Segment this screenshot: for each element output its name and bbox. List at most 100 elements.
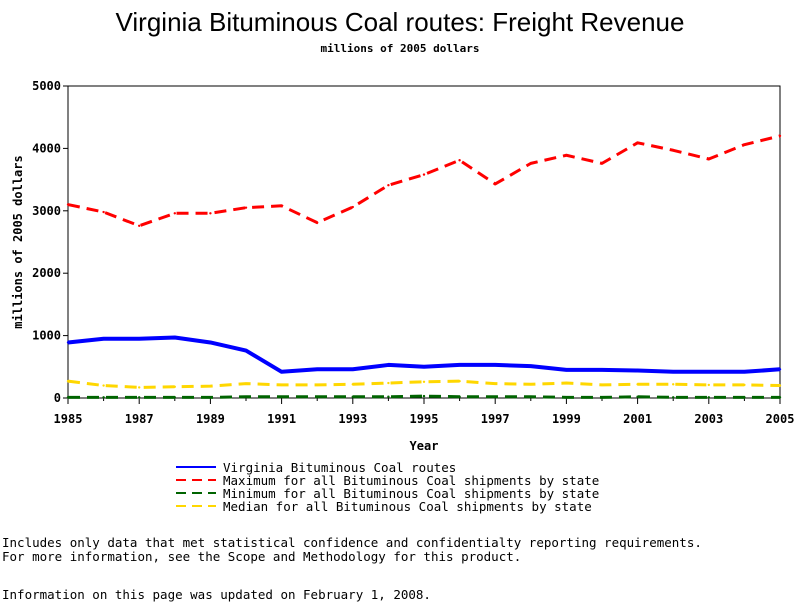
data-point [102, 384, 105, 387]
data-point [458, 159, 461, 162]
x-tick-label: 1993 [338, 412, 367, 426]
data-point [244, 382, 248, 385]
data-point [743, 370, 746, 373]
data-point [600, 368, 604, 372]
data-point [173, 212, 176, 215]
data-point [422, 365, 426, 368]
data-point [173, 336, 176, 339]
data-point [529, 395, 532, 398]
data-point [102, 210, 105, 214]
data-point [672, 383, 675, 386]
data-point [66, 379, 70, 383]
data-point [138, 386, 141, 389]
footnote-confidence: Includes only data that met statistical … [2, 535, 702, 550]
data-point [387, 363, 390, 367]
x-tick-label: 1997 [481, 412, 510, 426]
data-point [636, 369, 639, 372]
series-line-maximum-for-all-bituminous-coal-shipment [67, 134, 781, 228]
data-point [458, 363, 461, 367]
footnote-methodology: For more information, see the Scope and … [2, 549, 522, 564]
data-point [387, 381, 390, 385]
data-point [494, 395, 497, 398]
data-point [316, 395, 319, 398]
x-tick-label: 2005 [766, 412, 795, 426]
chart-title: Virginia Bituminous Coal routes: Freight… [116, 7, 685, 37]
plot-frame [67, 85, 781, 399]
data-point [743, 396, 746, 399]
x-tick-label: 1995 [410, 412, 439, 426]
data-point [280, 395, 283, 398]
data-point [600, 162, 604, 165]
y-tick-label: 5000 [32, 79, 61, 93]
series-line-median-for-all-bituminous-coal-shipments [67, 379, 781, 389]
x-tick-label: 1999 [552, 412, 581, 426]
data-point [529, 162, 532, 165]
data-point [351, 395, 354, 398]
data-point [316, 221, 319, 224]
data-point [778, 134, 782, 138]
data-point [565, 154, 568, 157]
data-point [743, 383, 746, 387]
data-point [707, 383, 710, 387]
data-point [66, 203, 70, 206]
data-point [458, 379, 461, 383]
legend-label: Maximum for all Bituminous Coal shipment… [223, 473, 599, 488]
data-point [244, 349, 248, 352]
data-point [209, 212, 212, 215]
data-point [707, 370, 710, 373]
data-point [316, 368, 319, 371]
data-point [102, 337, 105, 340]
data-point [707, 396, 710, 399]
x-tick-label: 1991 [267, 412, 296, 426]
data-point [422, 394, 426, 398]
data-point [565, 368, 568, 372]
data-point [138, 337, 141, 340]
data-point [636, 395, 639, 398]
data-point [138, 224, 141, 227]
data-point [636, 383, 639, 386]
data-point [672, 149, 675, 152]
data-point [636, 141, 639, 144]
data-point [244, 206, 248, 209]
data-point [209, 384, 212, 388]
x-tick-label: 1985 [54, 412, 83, 426]
y-tick-label: 4000 [32, 141, 61, 155]
legend-label: Median for all Bituminous Coal shipments… [223, 499, 592, 514]
data-point [743, 143, 746, 146]
data-point [565, 381, 568, 385]
data-point [387, 395, 390, 398]
data-point [494, 382, 497, 385]
data-point [66, 396, 70, 399]
data-point [672, 370, 675, 373]
y-tick-label: 3000 [32, 204, 61, 218]
data-point [209, 341, 212, 344]
data-point [422, 380, 426, 383]
x-tick-label: 2003 [694, 412, 723, 426]
data-point [529, 383, 532, 386]
x-tick-label: 2001 [623, 412, 652, 426]
y-tick-label: 2000 [32, 266, 61, 280]
data-point [280, 370, 283, 373]
legend-label: Virginia Bituminous Coal routes [223, 460, 456, 475]
data-point [494, 182, 497, 186]
data-point [280, 204, 283, 208]
x-axis-label: Year [410, 439, 439, 453]
x-tick-label: 1989 [196, 412, 225, 426]
data-point [494, 363, 497, 367]
data-point [387, 184, 390, 187]
legend-label: Minimum for all Bituminous Coal shipment… [223, 486, 599, 501]
y-axis-label: millions of 2005 dollars [11, 155, 25, 328]
data-point [458, 395, 461, 398]
data-point [209, 396, 212, 399]
data-point [778, 384, 782, 387]
series-line-minimum-for-all-bituminous-coal-shipment [68, 394, 780, 399]
chart-subtitle: millions of 2005 dollars [321, 42, 480, 55]
data-point [316, 383, 319, 387]
data-point [778, 396, 782, 399]
data-point [280, 383, 283, 387]
data-point [173, 385, 176, 388]
data-point [138, 396, 141, 399]
x-tick-label: 1987 [125, 412, 154, 426]
